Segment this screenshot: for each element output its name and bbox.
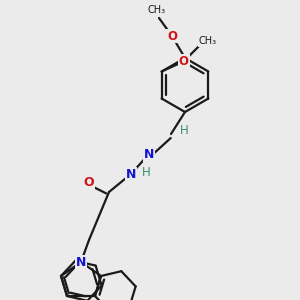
Text: O: O — [167, 29, 177, 43]
Text: H: H — [142, 166, 150, 178]
Text: O: O — [178, 55, 189, 68]
Text: CH₃: CH₃ — [199, 37, 217, 46]
Text: N: N — [126, 167, 136, 181]
Text: O: O — [84, 176, 94, 188]
Text: H: H — [180, 124, 188, 137]
Text: CH₃: CH₃ — [148, 5, 166, 15]
Text: N: N — [144, 148, 154, 160]
Text: N: N — [76, 256, 86, 268]
